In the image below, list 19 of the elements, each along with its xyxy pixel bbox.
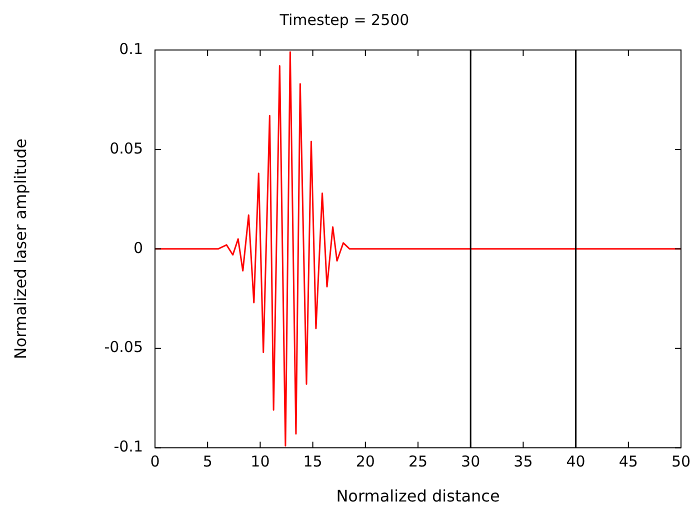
x-tick-label: 0 [150, 452, 160, 471]
x-tick-label: 20 [356, 452, 375, 471]
y-tick-label: 0.05 [110, 139, 143, 158]
y-axis-title: Normalized laser amplitude [10, 138, 30, 360]
x-tick-label: 45 [618, 452, 638, 471]
x-tick-label: 15 [303, 452, 322, 471]
x-tick-label: 25 [408, 452, 428, 471]
y-tick-label: -0.1 [114, 438, 143, 456]
x-tick-label: 35 [514, 452, 533, 471]
y-tick-label: 0 [133, 238, 143, 257]
y-tick-label: 0.1 [119, 40, 143, 58]
x-axis-title: Normalized distance [336, 486, 500, 506]
x-tick-label: 40 [566, 452, 586, 471]
x-tick-label: 30 [461, 452, 480, 471]
x-tick-label: 10 [250, 452, 270, 471]
x-tick-label: 50 [671, 452, 691, 471]
chart-title: Timestep = 2500 [278, 10, 410, 29]
y-tick-label: -0.05 [104, 338, 143, 356]
x-tick-label: 5 [202, 452, 212, 471]
